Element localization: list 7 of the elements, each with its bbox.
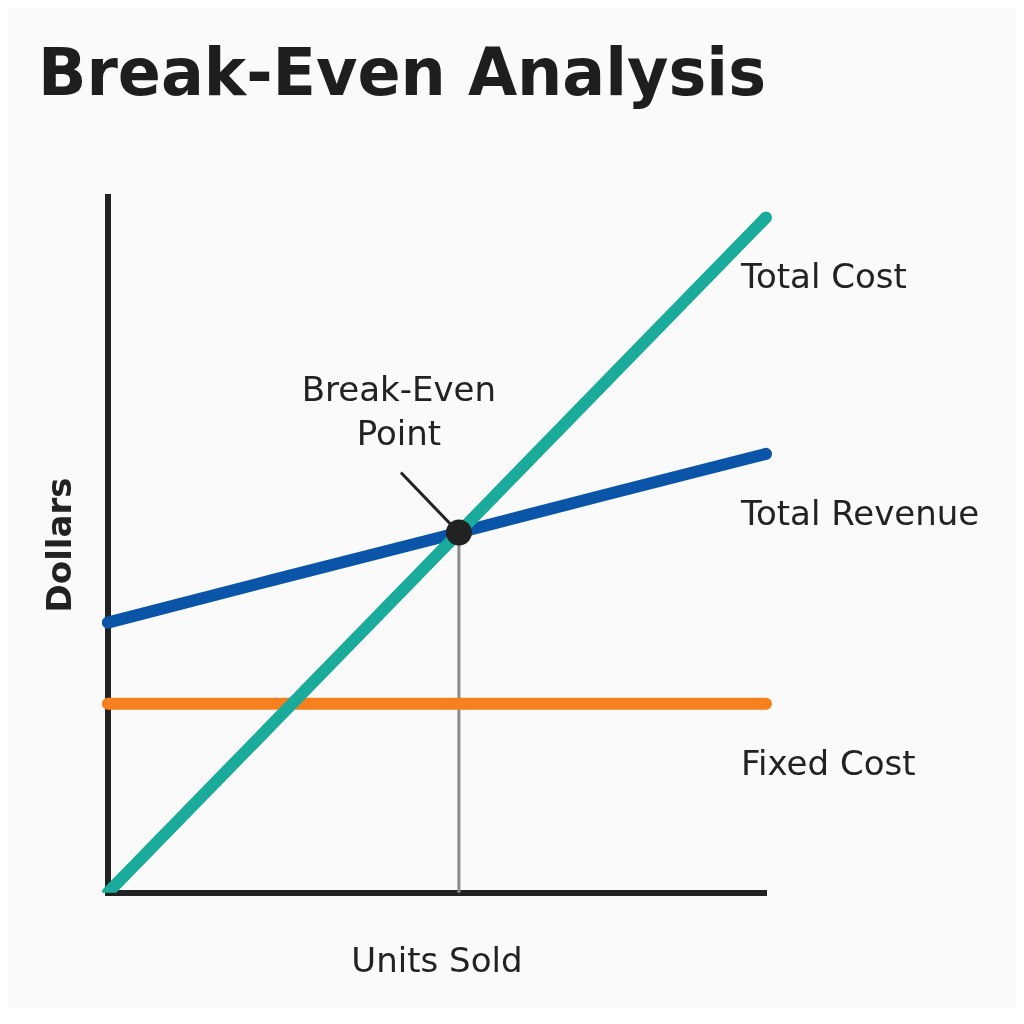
y-axis-title: Dollars bbox=[39, 477, 80, 613]
annotation: Break-Even Point bbox=[301, 369, 497, 454]
series-label: Total Revenue bbox=[740, 492, 980, 533]
x-axis-title: Units Sold bbox=[351, 940, 523, 981]
chart-title: Break-Even Analysis bbox=[38, 33, 766, 111]
series-label: Total Cost bbox=[740, 256, 907, 297]
series-label: Fixed Cost bbox=[741, 742, 916, 783]
